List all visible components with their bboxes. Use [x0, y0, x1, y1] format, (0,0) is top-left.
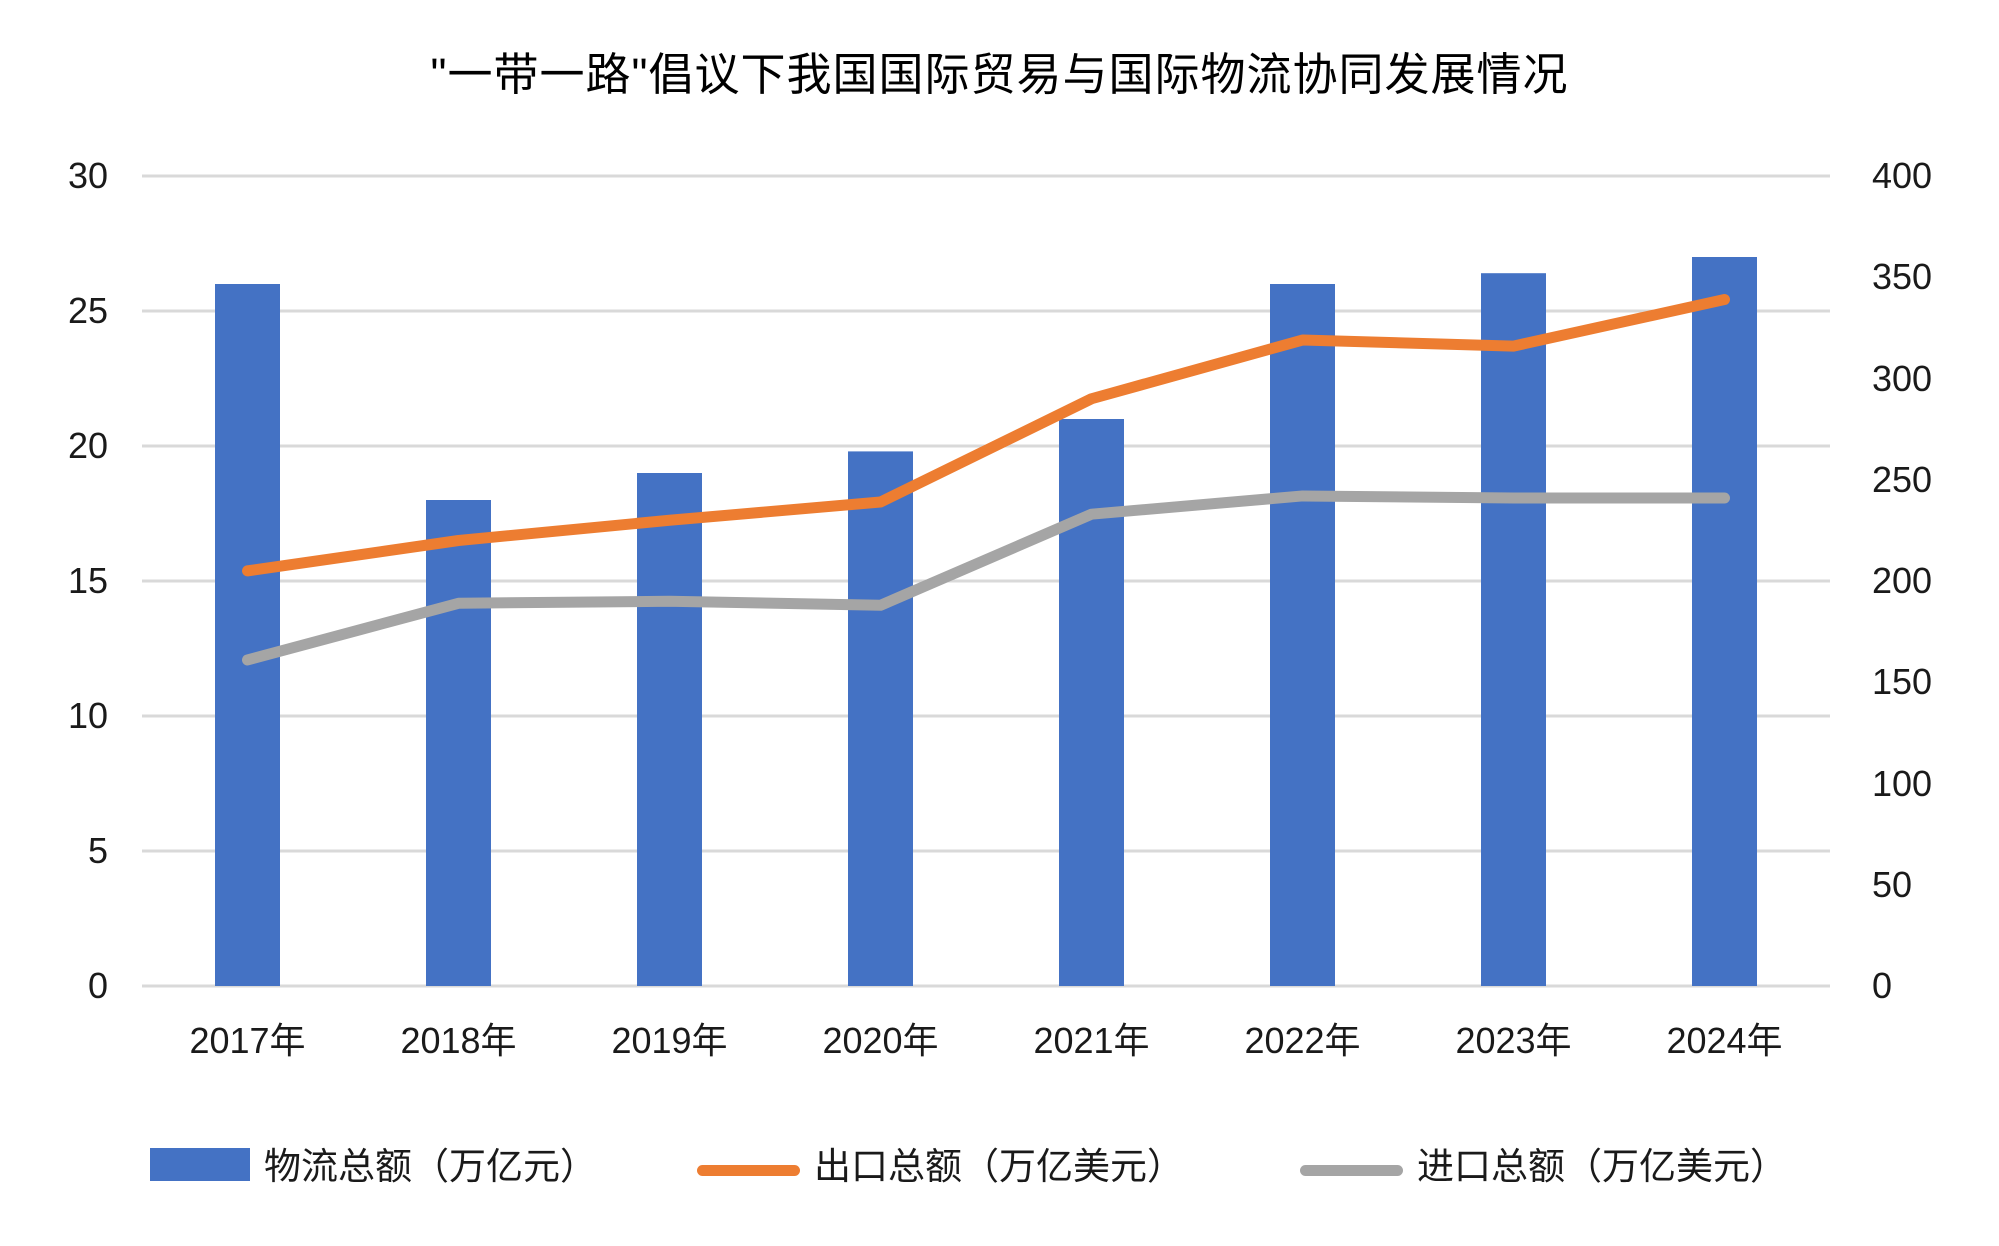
x-axis-label-2022年: 2022年: [1244, 1020, 1361, 1061]
left-axis-tick-15: 15: [67, 560, 108, 601]
right-axis-tick-300: 300: [1872, 357, 1933, 399]
right-axis-tick-350: 350: [1872, 256, 1933, 298]
left-axis-tick-0: 0: [87, 965, 108, 1006]
import-line: [242, 490, 1730, 666]
right-axis-tick-50: 50: [1872, 863, 1913, 905]
left-axis-tick-30: 30: [67, 155, 108, 196]
bar-2020年: [848, 451, 913, 986]
bar-2024年: [1692, 257, 1757, 986]
bar-2018年: [426, 500, 491, 986]
left-axis-tick-20: 20: [67, 425, 108, 466]
chart-title: "一带一路"倡议下我国国际贸易与国际物流协同发展情况: [430, 49, 1569, 100]
export-line: [242, 294, 1730, 577]
right-axis-tick-150: 150: [1872, 661, 1933, 703]
bar-2019年: [637, 473, 702, 986]
bar-2022年: [1270, 284, 1335, 986]
x-axis-label-2021年: 2021年: [1033, 1020, 1150, 1061]
x-axis-label-2018年: 2018年: [400, 1020, 517, 1061]
left-axis-tick-25: 25: [67, 290, 108, 331]
left-axis-tick-10: 10: [67, 695, 108, 736]
x-axis-label-2017年: 2017年: [189, 1020, 306, 1061]
right-axis-tick-0: 0: [1872, 965, 1893, 1006]
right-axis-tick-100: 100: [1872, 762, 1933, 804]
x-axis-label-2020年: 2020年: [822, 1020, 939, 1061]
right-axis-tick-250: 250: [1872, 458, 1933, 500]
bar-2023年: [1481, 273, 1546, 986]
left-axis-tick-5: 5: [87, 830, 108, 871]
bar-2017年: [215, 284, 280, 986]
bar-2021年: [1059, 419, 1124, 986]
x-axis-label-2023年: 2023年: [1455, 1020, 1572, 1061]
right-axis-tick-200: 200: [1872, 560, 1933, 601]
x-axis-label-2024年: 2024年: [1666, 1020, 1783, 1061]
right-axis-tick-400: 400: [1872, 155, 1933, 196]
x-axis-label-2019年: 2019年: [611, 1020, 728, 1061]
